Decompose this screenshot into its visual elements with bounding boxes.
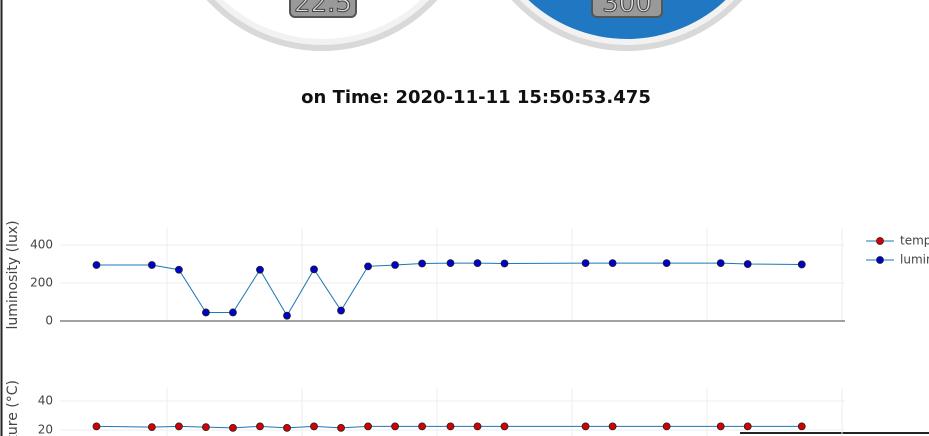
data-point: [716, 422, 725, 431]
data-point: [202, 423, 210, 432]
data-point: [391, 261, 399, 269]
legend-label: luminosity: [900, 253, 929, 267]
data-point: [202, 308, 210, 317]
data-point: [229, 308, 237, 317]
data-point: [229, 423, 237, 432]
data-point: [743, 422, 752, 431]
data-point: [608, 259, 617, 268]
data-point: [147, 261, 156, 269]
y-tick-label: 40: [38, 394, 53, 408]
gauge-face: [528, 0, 726, 39]
data-point: [364, 422, 372, 431]
data-point: [743, 260, 752, 268]
y-tick-label: 400: [30, 238, 53, 252]
gauge-temperature: 22.5: [206, 0, 438, 51]
gauge-value-box: [591, 0, 663, 18]
data-point: [174, 265, 183, 274]
data-point: [92, 261, 101, 269]
series-line: [96, 262, 802, 317]
data-point: [581, 422, 590, 431]
y-axis-title: temperature (°C): [5, 380, 21, 436]
data-point: [310, 422, 318, 431]
data-point: [92, 422, 101, 431]
legend-marker: [876, 237, 884, 245]
data-point: [797, 422, 806, 431]
data-point: [446, 259, 455, 268]
data-point: [797, 260, 806, 269]
data-point: [147, 423, 156, 432]
data-point: [662, 259, 671, 268]
legend-marker: [876, 256, 884, 264]
data-point: [716, 259, 725, 268]
data-point: [364, 262, 372, 271]
data-point: [418, 259, 426, 268]
data-point: [310, 265, 318, 274]
data-point: [391, 422, 399, 431]
data-point: [500, 422, 509, 431]
data-point: [283, 423, 291, 432]
data-point: [337, 423, 345, 432]
y-tick-label: 0: [45, 314, 53, 328]
data-point: [174, 422, 183, 431]
y-tick-label: 200: [30, 276, 53, 290]
gauge-value-box: [289, 0, 357, 18]
gauge-luminosity: 300: [511, 0, 743, 51]
data-point: [283, 311, 291, 320]
timestamp: on Time: 2020-11-11 15:50:53.475: [301, 87, 651, 108]
gauge-value: 22.5: [294, 0, 352, 19]
legend-label: temperature: [900, 234, 929, 248]
data-point: [418, 422, 426, 431]
gauge-value: 300: [602, 0, 652, 19]
y-tick-label: 20: [38, 423, 53, 436]
data-point: [446, 422, 455, 431]
y-axis-title: luminosity (lux): [5, 220, 21, 329]
data-point: [581, 259, 590, 268]
data-point: [337, 306, 345, 315]
data-point: [256, 422, 264, 431]
data-point: [500, 259, 509, 268]
gauge-face: [223, 0, 421, 39]
data-point: [256, 265, 264, 274]
data-point: [473, 422, 482, 431]
data-point: [473, 259, 482, 268]
data-point: [662, 422, 671, 431]
data-point: [608, 422, 617, 431]
